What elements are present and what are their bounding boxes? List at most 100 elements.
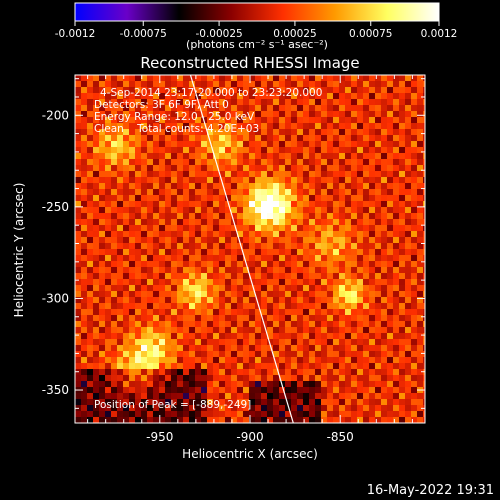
heatmap-cell [261, 297, 268, 304]
heatmap-cell [147, 75, 154, 82]
heatmap-cell [165, 393, 172, 400]
heatmap-cell [417, 327, 424, 334]
heatmap-cell [117, 207, 124, 214]
heatmap-cell [237, 207, 244, 214]
heatmap-cell [219, 327, 226, 334]
heatmap-cell [129, 123, 136, 130]
heatmap-cell [381, 387, 388, 394]
heatmap-cell [399, 117, 406, 124]
heatmap-cell [213, 81, 220, 88]
heatmap-cell [381, 285, 388, 292]
heatmap-cell [183, 117, 190, 124]
heatmap-cell [417, 405, 424, 412]
heatmap-cell [297, 381, 304, 388]
heatmap-cell [321, 81, 328, 88]
heatmap-cell [123, 183, 130, 190]
heatmap-cell [309, 303, 316, 310]
heatmap-cell [393, 273, 400, 280]
heatmap-cell [399, 411, 406, 418]
heatmap-cell [93, 297, 100, 304]
heatmap-cell [231, 303, 238, 310]
heatmap-cell [285, 357, 292, 364]
heatmap-cell [219, 75, 226, 82]
heatmap-cell [375, 291, 382, 298]
heatmap-cell [261, 399, 268, 406]
heatmap-cell [99, 393, 106, 400]
heatmap-cell [147, 315, 154, 322]
heatmap-cell [345, 417, 352, 423]
heatmap-cell [357, 183, 364, 190]
heatmap-cell [135, 123, 142, 130]
heatmap-cell [171, 189, 178, 196]
heatmap-cell [375, 309, 382, 316]
heatmap-cell [267, 339, 274, 346]
heatmap-cell [309, 111, 316, 118]
heatmap-cell [207, 87, 214, 94]
heatmap-cell [159, 177, 166, 184]
heatmap-cell [267, 261, 274, 268]
heatmap-cell [351, 135, 358, 142]
heatmap-cell [369, 291, 376, 298]
heatmap-cell [123, 297, 130, 304]
heatmap-cell [249, 183, 256, 190]
heatmap-cell [129, 207, 136, 214]
heatmap-cell [75, 273, 82, 280]
heatmap-cell [75, 237, 82, 244]
heatmap-cell [117, 225, 124, 232]
heatmap-cell [357, 207, 364, 214]
heatmap-cell [255, 213, 262, 220]
heatmap-cell [189, 105, 196, 112]
heatmap-cell [279, 237, 286, 244]
heatmap-cell [267, 375, 274, 382]
heatmap-cell [87, 291, 94, 298]
heatmap-cell [279, 369, 286, 376]
heatmap-cell [93, 345, 100, 352]
heatmap-cell [381, 159, 388, 166]
heatmap-cell [105, 75, 112, 82]
heatmap-cell [219, 183, 226, 190]
heatmap-cell [387, 411, 394, 418]
heatmap-cell [129, 411, 136, 418]
heatmap-cell [207, 123, 214, 130]
heatmap-cell [351, 141, 358, 148]
heatmap-cell [129, 255, 136, 262]
heatmap-cell [333, 399, 340, 406]
heatmap-cell [423, 273, 425, 280]
heatmap-cell [309, 309, 316, 316]
heatmap-cell [183, 159, 190, 166]
heatmap-cell [219, 291, 226, 298]
heatmap-cell [213, 327, 220, 334]
heatmap-cell [417, 357, 424, 364]
heatmap-cell [153, 297, 160, 304]
heatmap-cell [327, 369, 334, 376]
heatmap-cell [147, 93, 154, 100]
heatmap-cell [345, 207, 352, 214]
heatmap-cell [267, 213, 274, 220]
heatmap-cell [279, 81, 286, 88]
heatmap-cell [159, 123, 166, 130]
heatmap-cell [273, 303, 280, 310]
heatmap-cell [177, 321, 184, 328]
heatmap-cell [147, 321, 154, 328]
heatmap-cell [261, 327, 268, 334]
heatmap-cell [297, 357, 304, 364]
heatmap-cell [87, 183, 94, 190]
heatmap-cell [327, 399, 334, 406]
heatmap-cell [171, 123, 178, 130]
heatmap-cell [267, 171, 274, 178]
heatmap-cell [117, 363, 124, 370]
heatmap-cell [315, 123, 322, 130]
heatmap-cell [87, 261, 94, 268]
heatmap-cell [387, 231, 394, 238]
heatmap-cell [279, 99, 286, 106]
heatmap-cell [393, 297, 400, 304]
heatmap-cell [405, 309, 412, 316]
heatmap-cell [261, 369, 268, 376]
heatmap-cell [345, 195, 352, 202]
heatmap-cell [165, 231, 172, 238]
heatmap-cell [363, 399, 370, 406]
heatmap-cell [303, 267, 310, 274]
heatmap-cell [99, 195, 106, 202]
heatmap-cell [81, 213, 88, 220]
heatmap-cell [315, 315, 322, 322]
